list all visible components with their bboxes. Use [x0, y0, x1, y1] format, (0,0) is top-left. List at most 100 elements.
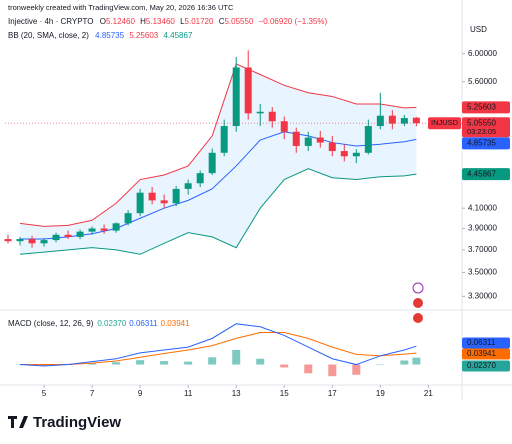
- y-tick-label: 3.70000: [468, 245, 497, 254]
- change: −0.06920 (−1.35%): [259, 17, 328, 26]
- histogram-bar: [412, 357, 421, 365]
- histogram-bar: [352, 364, 361, 375]
- candle-body: [316, 137, 324, 143]
- candle-body: [28, 239, 36, 244]
- bb-fill: [20, 63, 417, 255]
- candle-body: [376, 115, 384, 127]
- price-tag-label: 5.25603: [467, 103, 496, 112]
- bb-middle: [20, 131, 417, 240]
- y-tick-label: 6.00000: [468, 49, 497, 58]
- indicator-icons: [412, 282, 424, 323]
- histogram-bar: [112, 362, 121, 365]
- y-tick-label: 3.30000: [468, 291, 497, 300]
- histogram-bar: [328, 364, 337, 377]
- histogram-bar: [40, 364, 49, 366]
- x-tick-label: 9: [138, 389, 143, 398]
- candle-body: [88, 228, 96, 232]
- candle-body: [196, 173, 204, 184]
- candle-body: [160, 200, 168, 204]
- macd-legend-item: 0.06311: [129, 319, 158, 328]
- candle-body: [328, 142, 336, 152]
- low-value: 5.01720: [185, 17, 214, 26]
- candle-body: [292, 131, 300, 146]
- candle-body: [184, 183, 192, 189]
- close-label: C: [219, 17, 225, 26]
- symbol-legend: Injective · 4h · CRYPTO O5.12460 H5.1346…: [8, 17, 327, 26]
- y-tick-label: 5.60000: [468, 77, 497, 86]
- candle-body: [100, 228, 108, 231]
- macd-legend-item: 0.03941: [161, 319, 190, 328]
- icon: [413, 313, 423, 323]
- currency: USD: [470, 25, 487, 34]
- x-tick-label: 21: [424, 389, 433, 398]
- icon: [412, 282, 424, 294]
- histogram-bar: [256, 358, 265, 365]
- candle-body: [76, 231, 84, 237]
- candle-body: [256, 111, 264, 114]
- value-tag: [462, 337, 510, 349]
- bb-value: 4.85735: [95, 31, 124, 40]
- price-tag: [462, 117, 510, 138]
- candle-body: [352, 152, 360, 157]
- signal-line: [20, 332, 417, 366]
- histogram-bar: [208, 357, 217, 365]
- candle-body: [364, 126, 372, 153]
- high-value: 5.13460: [146, 17, 175, 26]
- x-tick-label: 11: [184, 389, 193, 398]
- value-tag: [462, 360, 510, 372]
- candle-body: [112, 223, 120, 231]
- candle-body: [232, 67, 240, 127]
- symbol-tag-label: INJUSD: [431, 118, 459, 127]
- price-tag-label: 5.05550: [467, 118, 496, 127]
- candle-body: [208, 152, 216, 174]
- value-tag-label: 0.06311: [467, 338, 496, 347]
- bb-upper: [19, 63, 417, 227]
- histogram-bar: [400, 360, 409, 365]
- icon: [413, 298, 423, 308]
- value-tag-label: 0.02370: [467, 361, 496, 370]
- x-tick-label: 7: [90, 389, 95, 398]
- histogram-bar: [184, 361, 193, 365]
- candle-body: [52, 234, 60, 241]
- bb-legend: BB (20, SMA, close, 2) 4.85735 5.25603 4…: [8, 31, 193, 40]
- candle-body: [244, 67, 252, 114]
- histogram-bar: [136, 360, 145, 365]
- value-tag-label: 0.03941: [467, 349, 496, 358]
- macd-legend: MACD (close, 12, 26, 9) 0.02370 0.06311 0.0…: [8, 319, 190, 328]
- candle-body: [268, 111, 276, 122]
- open-value: 5.12460: [106, 17, 135, 26]
- price-tag-label: 4.85735: [467, 139, 496, 148]
- macd-legend-item: MACD (close, 12, 26, 9): [8, 319, 94, 328]
- bb-value: 4.45867: [163, 31, 192, 40]
- x-tick-label: 5: [42, 389, 47, 398]
- x-tick-label: 17: [328, 389, 337, 398]
- symbol: Injective · 4h · CRYPTO: [8, 17, 94, 26]
- watermark: tronweekly created with TradingView.com,…: [8, 3, 234, 12]
- candle-body: [400, 118, 408, 124]
- candle-body: [40, 240, 48, 244]
- candle-body: [16, 239, 24, 242]
- countdown: 03:23:05: [467, 127, 496, 136]
- y-tick-label: 3.90000: [468, 224, 497, 233]
- candle-body: [388, 115, 396, 124]
- logo-mark: [8, 416, 28, 428]
- price-tag-label: 4.45867: [467, 169, 496, 178]
- x-tick-label: 19: [376, 389, 385, 398]
- bb-value: 5.25603: [129, 31, 158, 40]
- value-tag: [462, 348, 510, 360]
- candle-body: [280, 121, 288, 132]
- brand: TradingView: [33, 414, 121, 431]
- bb-title: BB (20, SMA, close, 2): [8, 31, 89, 40]
- close-value: 5.05550: [224, 17, 253, 26]
- x-tick-label: 15: [280, 389, 289, 398]
- candle-body: [148, 192, 156, 201]
- histogram-bar: [304, 364, 313, 374]
- bb-lower: [19, 168, 417, 255]
- y-tick-label: 3.50000: [468, 268, 497, 277]
- candle-body: [124, 213, 132, 224]
- candle-body: [412, 117, 420, 124]
- histogram-bar: [88, 363, 97, 365]
- candle-body: [220, 126, 228, 153]
